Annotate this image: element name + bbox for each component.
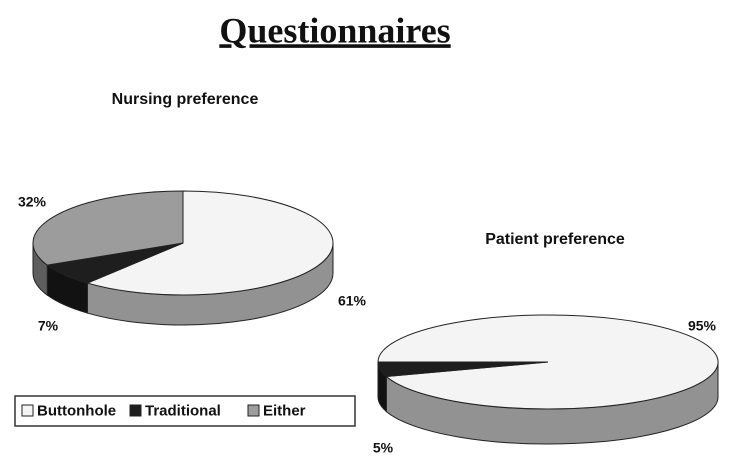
pie-slice bbox=[377, 361, 549, 378]
legend-swatch bbox=[21, 404, 34, 417]
data-label: 5% bbox=[373, 440, 394, 456]
data-label: 32% bbox=[18, 194, 47, 210]
pie-slice bbox=[85, 190, 334, 296]
legend-swatch bbox=[129, 404, 142, 417]
pie-sides bbox=[377, 361, 719, 445]
legend-label: Buttonhole bbox=[37, 402, 116, 419]
legend-swatch bbox=[247, 404, 260, 417]
legend-label: Traditional bbox=[145, 402, 221, 419]
legend-box bbox=[14, 395, 356, 427]
chart-title: Patient preference bbox=[485, 231, 625, 248]
legend: Buttonhole Traditional Either bbox=[21, 402, 306, 419]
page-title: Questionnaires bbox=[219, 10, 450, 50]
pie-tops bbox=[32, 190, 334, 296]
pie-slice bbox=[377, 314, 719, 410]
data-label: 95% bbox=[688, 318, 717, 334]
legend-label: Either bbox=[263, 402, 306, 419]
data-label: 7% bbox=[38, 318, 59, 334]
chart-title: Nursing preference bbox=[112, 91, 259, 108]
pie-slice bbox=[32, 190, 184, 266]
pie-tops bbox=[377, 314, 719, 410]
data-label: 61% bbox=[338, 293, 367, 309]
